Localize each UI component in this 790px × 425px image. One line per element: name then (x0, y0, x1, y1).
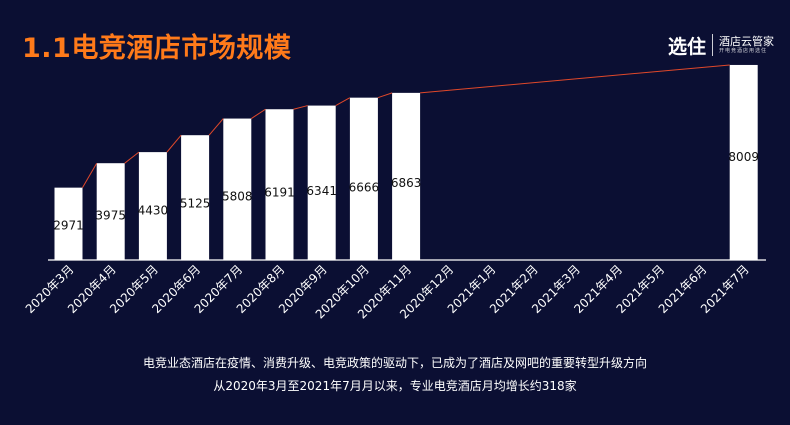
data-label: 6191 (264, 186, 295, 200)
data-label: 6863 (391, 176, 422, 190)
data-label: 4430 (138, 204, 169, 218)
bar (223, 118, 252, 260)
bar (138, 152, 167, 260)
trend-line-segment (208, 118, 224, 136)
trend-line-segment (166, 134, 182, 153)
bar (349, 97, 378, 260)
page-title: 1.1电竞酒店市场规模 (22, 33, 292, 64)
logo-slogan: 开电竞酒店用选住 (719, 48, 768, 54)
trend-line-segment (124, 151, 140, 164)
bar (54, 187, 83, 260)
trend-line-segment (420, 64, 730, 94)
data-label: 6666 (349, 181, 380, 195)
bar (181, 135, 210, 260)
data-label: 6341 (306, 184, 337, 198)
brand-logo: 选住 酒店云管家 开电竞酒店用选住 (668, 29, 774, 61)
bar (729, 64, 758, 260)
logo-tagline: 酒店云管家 (719, 35, 774, 48)
data-label: 2971 (53, 219, 84, 233)
logo-subtext: 酒店云管家 开电竞酒店用选住 (719, 35, 774, 55)
trend-line-segment (293, 105, 308, 110)
trend-line-segment (82, 162, 98, 188)
trend-line-segment (335, 97, 351, 107)
data-label: 8009 (728, 150, 759, 164)
bar (392, 92, 421, 260)
bar (307, 105, 336, 260)
data-label: 3975 (95, 208, 126, 222)
logo-divider (712, 34, 713, 56)
trend-line-segment (251, 108, 266, 119)
bar (96, 163, 125, 260)
logo-main-text: 选住 (667, 35, 706, 58)
trend-line-segment (377, 92, 393, 99)
data-label: 5125 (180, 197, 211, 211)
caption-line-1: 电竞业态酒店在疫情、消费升级、电竞政策的驱动下，已成为了酒店及网吧的重要转型升级… (142, 356, 647, 370)
caption-line-2: 从2020年3月至2021年7月月以来，专业电竞酒店月均增长约318家 (213, 379, 577, 393)
data-label: 5808 (222, 190, 253, 204)
bar (265, 109, 294, 260)
